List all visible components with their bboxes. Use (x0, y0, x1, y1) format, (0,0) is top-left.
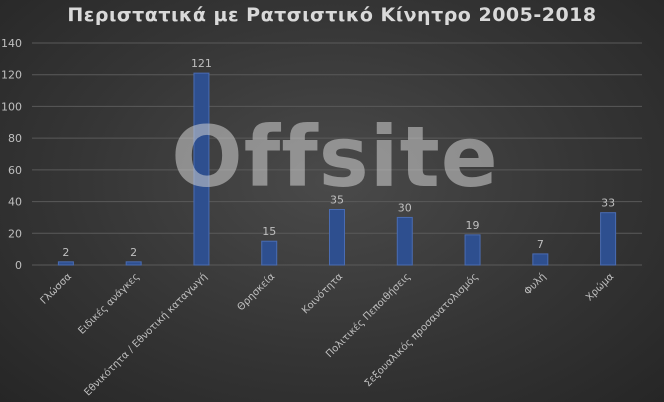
x-tick-label: Εθνικότητα / Εθνοτική καταγωγή (82, 271, 210, 399)
y-tick-label: 100 (1, 100, 22, 113)
bar (261, 240, 278, 266)
y-tick-label: 120 (1, 69, 22, 82)
data-label: 7 (537, 238, 544, 251)
y-tick-label: 140 (1, 37, 22, 50)
y-tick-label: 40 (8, 196, 22, 209)
data-label: 2 (62, 246, 69, 259)
data-label: 15 (262, 225, 276, 238)
x-tick-label: Γλώσσα (38, 270, 74, 306)
data-label: 2 (130, 246, 137, 259)
y-tick-label: 80 (8, 132, 22, 145)
bar (57, 261, 74, 266)
data-label: 121 (191, 57, 212, 70)
data-label: 30 (398, 201, 412, 214)
y-tick-label: 0 (15, 259, 22, 272)
x-tick-label: Σεξουαλικός προσανατολισμός (362, 271, 481, 390)
x-tick-label: Κοινότητα (299, 270, 345, 316)
bar (532, 253, 549, 266)
x-tick-label: Χρώμα (583, 270, 616, 303)
bar (396, 216, 413, 266)
y-tick-label: 20 (8, 227, 22, 240)
chart-title: Περιστατικά με Ρατσιστικό Κίνητρο 2005-2… (67, 4, 597, 26)
bar (193, 72, 210, 266)
x-tick-label: Ειδικές ανάγκες (76, 271, 142, 337)
x-tick-label: Θρησκεία (235, 270, 278, 313)
bar (600, 212, 617, 266)
bar (464, 234, 481, 266)
y-tick-label: 60 (8, 164, 22, 177)
data-label: 33 (601, 197, 615, 210)
bar (125, 261, 142, 266)
bar (329, 209, 345, 266)
x-tick-label: Φυλή (522, 271, 549, 298)
data-label: 35 (330, 194, 344, 207)
data-label: 19 (466, 219, 480, 232)
